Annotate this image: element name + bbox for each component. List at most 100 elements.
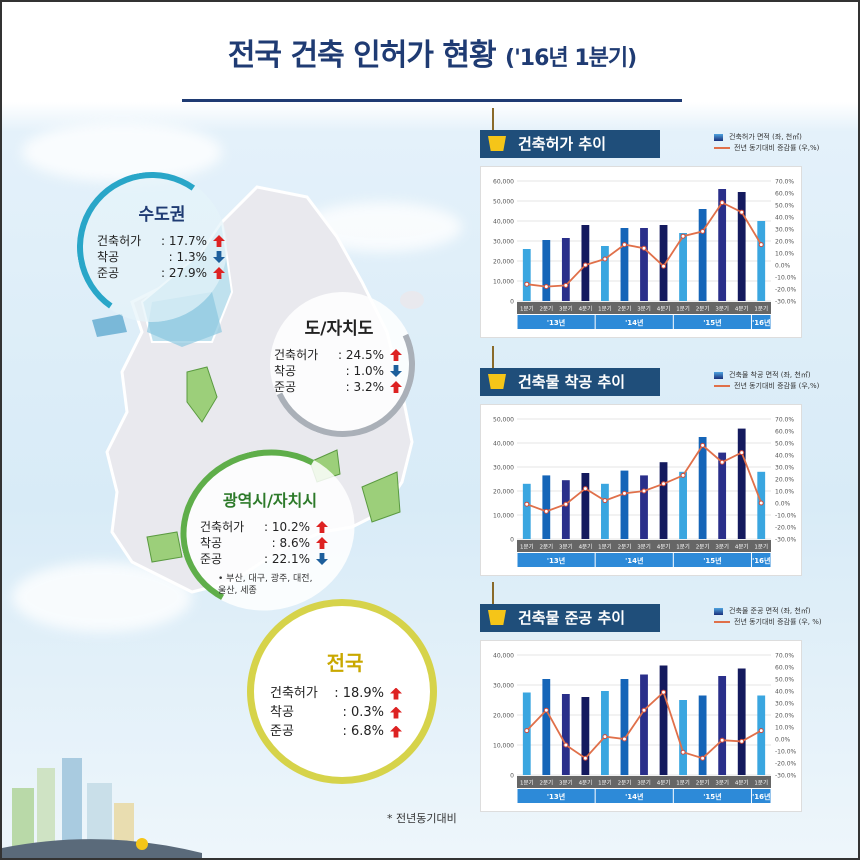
y2-tick-label: -30.0%: [775, 299, 797, 306]
legend-label: 건축물 착공 면적 (좌, 천㎡): [729, 371, 811, 379]
line-point: [582, 486, 588, 492]
arrow-up-icon: [213, 267, 225, 279]
region-name: 수도권: [138, 205, 186, 225]
x-tick-label: 2분기: [696, 305, 710, 313]
line-point: [739, 450, 745, 456]
line-point: [543, 707, 549, 713]
line-point: [758, 242, 764, 248]
x-tick-label: 3분기: [637, 543, 651, 551]
legend-bar-swatch: [714, 607, 723, 615]
legend-bar: 건축허가 면적 (좌, 천㎡): [714, 132, 819, 143]
stat-label: 준공: [274, 380, 297, 394]
line-point: [602, 734, 608, 740]
legend-line-swatch: [714, 147, 730, 149]
chart-legend: 건축물 착공 면적 (좌, 천㎡) 전년 동기대비 증감률 (우,%): [714, 370, 819, 392]
year-label: '16년: [752, 318, 770, 327]
year-band: [673, 315, 751, 329]
bar: [522, 692, 531, 775]
stat-row: 착공: 8.6%: [200, 535, 340, 551]
year-band: [595, 315, 673, 329]
line-point: [739, 738, 745, 744]
bar: [698, 695, 707, 775]
line-point: [661, 481, 667, 487]
year-band: [595, 553, 673, 567]
line-point: [641, 488, 647, 494]
arrow-up-icon: [390, 687, 402, 700]
chart-area: 0 10,000 20,000 30,000 40,000 50,000 60,000 -30…: [480, 166, 802, 338]
bar: [757, 695, 766, 775]
bar: [737, 192, 746, 301]
arrow-up-icon: [390, 349, 402, 361]
bar: [542, 240, 551, 301]
x-tick-label: 1분기: [676, 779, 690, 787]
stat-value: : 22.1%: [264, 552, 310, 566]
x-tick-label: 1분기: [754, 305, 768, 313]
bar: [737, 668, 746, 775]
year-label: '15년: [703, 556, 721, 565]
year-label: '16년: [752, 556, 770, 565]
chart-area: 0 10,000 20,000 30,000 40,000 -30.0% -20.0% -10…: [480, 640, 802, 812]
y2-tick-label: -10.0%: [775, 749, 797, 756]
cloud: [22, 122, 222, 182]
y2-tick-label: 30.0%: [775, 465, 794, 472]
region-name: 전국: [326, 651, 364, 675]
stat-label: 착공: [274, 364, 297, 378]
stat-label: 건축허가: [200, 520, 245, 534]
line-point: [700, 755, 706, 761]
line-point: [543, 284, 549, 290]
y-tick-label: 50,000: [493, 199, 514, 206]
legend-label: 전년 동기대비 증감률 (우, %): [734, 618, 822, 626]
page-title: 전국 건축 인허가 현황 ('16년 1분기): [2, 30, 858, 74]
crane-hook-icon: [492, 346, 494, 368]
bar: [718, 189, 727, 301]
arrow-up-icon: [390, 706, 402, 719]
line-point: [680, 749, 686, 755]
line-point: [621, 242, 627, 248]
legend-bar-swatch: [714, 371, 723, 379]
chart-header: 건축허가 추이: [480, 130, 660, 158]
line-point: [700, 228, 706, 234]
chart-legend: 건축물 준공 면적 (좌, 천㎡) 전년 동기대비 증감률 (우, %): [714, 606, 822, 628]
y-tick-label: 20,000: [493, 259, 514, 266]
year-label: '13년: [547, 556, 565, 565]
bar: [718, 676, 727, 775]
bar: [620, 679, 629, 775]
y-tick-label: 20,000: [493, 489, 514, 496]
x-tick-label: 3분기: [559, 779, 573, 787]
crane-hook-icon: [492, 108, 494, 130]
region-capital: 수도권 건축허가: 17.7% 착공: 1.3% 준공: 27.9%: [97, 200, 227, 281]
stat-label: 건축허가: [97, 234, 142, 248]
chart-area: 0 10,000 20,000 30,000 40,000 50,000 -30.0% -20…: [480, 404, 802, 576]
stat-value: : 1.3%: [168, 250, 207, 264]
y-tick-label: 10,000: [493, 743, 514, 750]
stat-row: 준공: 27.9%: [97, 265, 227, 281]
bar: [679, 233, 687, 301]
stat-label: 건축허가: [270, 686, 318, 701]
bar: [737, 428, 746, 539]
bar: [698, 209, 707, 301]
bar: [620, 228, 629, 301]
legend-bar: 건축물 착공 면적 (좌, 천㎡): [714, 370, 819, 381]
arrow-up-icon: [390, 725, 402, 738]
line-point: [739, 209, 745, 215]
line-point: [582, 755, 588, 761]
y-tick-label: 30,000: [493, 465, 514, 472]
bar: [601, 246, 609, 301]
bar: [640, 475, 648, 539]
stat-value: : 27.9%: [161, 266, 207, 280]
y2-tick-label: 40.0%: [775, 453, 794, 460]
y2-tick-label: 20.0%: [775, 713, 794, 720]
y-tick-label: 10,000: [493, 513, 514, 520]
y-tick-label: 40,000: [493, 219, 514, 226]
arrow-down-icon: [213, 251, 225, 263]
x-tick-label: 1분기: [520, 543, 534, 551]
line-point: [680, 233, 686, 239]
stat-value: : 10.2%: [264, 520, 310, 534]
x-tick-label: 2분기: [618, 543, 632, 551]
stat-value: : 6.8%: [342, 724, 384, 739]
line-point: [758, 500, 764, 506]
y-tick-label: 50,000: [493, 417, 514, 424]
x-tick-label: 2분기: [618, 779, 632, 787]
y2-tick-label: 0.0%: [775, 501, 791, 508]
